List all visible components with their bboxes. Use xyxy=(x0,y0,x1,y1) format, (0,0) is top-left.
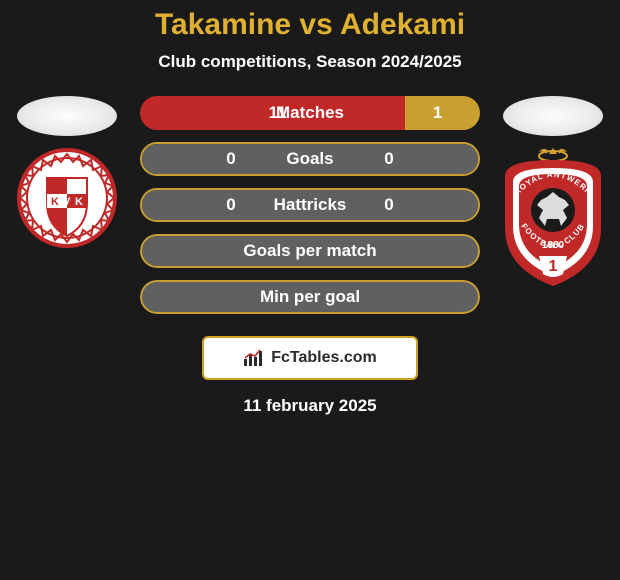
crest-letter-k2: K xyxy=(75,196,83,208)
left-player-col: K V K xyxy=(12,94,122,248)
stat-bars: 111Matches 00Goals 00Hattricks Goals per ma… xyxy=(140,96,480,314)
crest-year: 1880 xyxy=(542,240,565,251)
left-avatar-placeholder xyxy=(17,96,117,136)
stat-bar-right: 0 xyxy=(310,144,478,174)
footer-brand-text: FcTables.com xyxy=(271,349,377,367)
stat-bar-left: 0 xyxy=(142,190,310,220)
stat-bar-full xyxy=(140,280,480,314)
page-title: Takamine vs Adekami xyxy=(0,8,620,42)
right-player-col: ROYAL ANTWERP FOOTBALL CLUB 1880 1 xyxy=(498,94,608,288)
page-subtitle: Club competitions, Season 2024/2025 xyxy=(0,52,620,72)
crest-letter-v: V xyxy=(63,196,71,208)
stat-bar: 00Hattricks xyxy=(140,188,480,222)
stat-bar: Goals per match xyxy=(140,234,480,268)
bar-chart-icon xyxy=(243,349,265,367)
stat-bar: Min per goal xyxy=(140,280,480,314)
right-club-crest-icon: ROYAL ANTWERP FOOTBALL CLUB 1880 1 xyxy=(499,148,607,288)
crest-number: 1 xyxy=(549,258,558,275)
footer-brand-badge: FcTables.com xyxy=(202,336,418,380)
right-avatar-placeholder xyxy=(503,96,603,136)
stat-bar-full xyxy=(140,234,480,268)
footer-date: 11 february 2025 xyxy=(0,396,620,416)
stat-bar: 00Goals xyxy=(140,142,480,176)
stat-bar-left: 0 xyxy=(142,144,310,174)
left-club-crest-icon: K V K xyxy=(17,148,117,248)
stat-bar-left: 11 xyxy=(140,96,405,130)
stat-bar-right: 0 xyxy=(310,190,478,220)
stat-bar-right: 1 xyxy=(405,96,480,130)
stat-bar: 111Matches xyxy=(140,96,480,130)
comparison-panel: K V K 111Matches 00Goals 00Hattricks Goals … xyxy=(0,94,620,314)
crest-letter-k1: K xyxy=(51,196,59,208)
